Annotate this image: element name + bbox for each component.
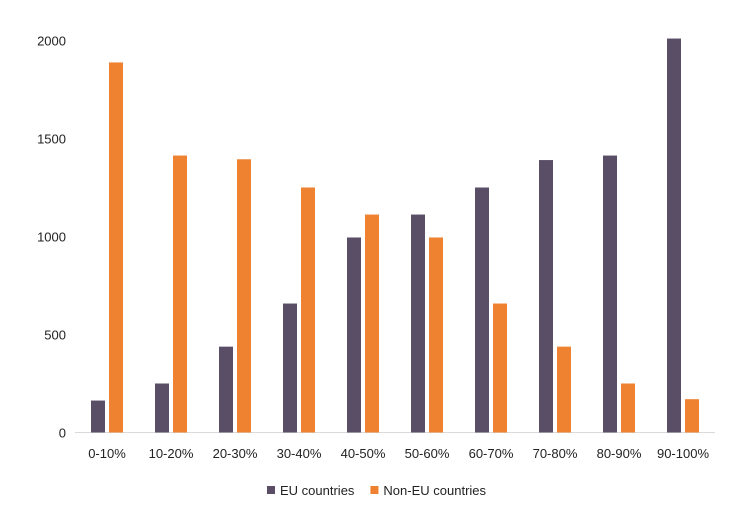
- bar-non-eu: [557, 346, 571, 433]
- x-tick-label: 20-30%: [213, 446, 258, 461]
- x-tick-label: 80-90%: [597, 446, 642, 461]
- bar-non-eu: [493, 303, 507, 433]
- y-tick-label: 2000: [37, 34, 66, 49]
- legend-swatch: [370, 486, 379, 494]
- x-tick-label: 60-70%: [469, 446, 514, 461]
- bar-eu: [539, 160, 553, 433]
- x-tick-label: 40-50%: [341, 446, 386, 461]
- legend-label: EU countries: [280, 483, 355, 498]
- y-tick-label: 1000: [37, 230, 66, 245]
- x-tick-label: 10-20%: [149, 446, 194, 461]
- x-tick-label: 30-40%: [277, 446, 322, 461]
- x-tick-label: 90-100%: [657, 446, 709, 461]
- legend-swatch: [267, 486, 275, 494]
- bar-eu: [347, 237, 361, 433]
- x-tick-label: 0-10%: [88, 446, 126, 461]
- bar-non-eu: [173, 155, 187, 433]
- bar-non-eu: [301, 187, 315, 433]
- y-tick-label: 1500: [37, 132, 66, 147]
- bar-non-eu: [237, 159, 251, 433]
- bar-eu: [283, 303, 297, 433]
- bar-non-eu: [365, 214, 379, 433]
- bar-eu: [411, 214, 425, 433]
- bar-eu: [603, 155, 617, 433]
- bar-eu: [155, 383, 169, 433]
- y-tick-label: 500: [44, 328, 66, 343]
- x-tick-label: 70-80%: [533, 446, 578, 461]
- y-tick-label: 0: [59, 426, 66, 441]
- bar-non-eu: [109, 62, 123, 433]
- x-tick-label: 50-60%: [405, 446, 450, 461]
- bar-eu: [667, 38, 681, 433]
- legend-label: Non-EU countries: [383, 483, 486, 498]
- bar-non-eu: [621, 383, 635, 433]
- bar-non-eu: [429, 237, 443, 433]
- bar-eu: [91, 400, 105, 433]
- bar-non-eu: [685, 399, 699, 433]
- bar-eu: [219, 346, 233, 433]
- bar-eu: [475, 187, 489, 433]
